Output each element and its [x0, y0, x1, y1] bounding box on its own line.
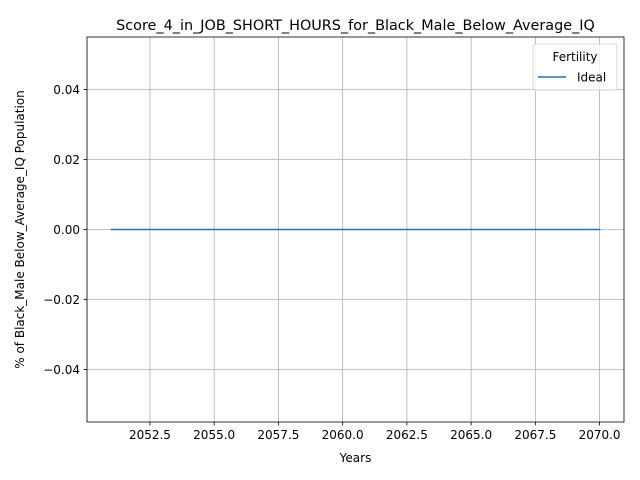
chart-title: Score_4_in_JOB_SHORT_HOURS_for_Black_Mal… — [116, 18, 595, 34]
legend-box — [532, 43, 618, 91]
x-tick-label: 2060.0 — [322, 428, 364, 442]
x-tick-label: 2052.5 — [129, 428, 171, 442]
y-axis-label: % of Black_Male Below_Average_IQ Populat… — [13, 90, 27, 369]
y-tick-label: 0.04 — [53, 83, 80, 97]
x-tick-label: 2070.0 — [579, 428, 621, 442]
x-tick-label: 2057.5 — [257, 428, 299, 442]
y-tick-label: −0.02 — [43, 293, 80, 307]
x-tick-label: 2055.0 — [193, 428, 235, 442]
legend-title: Fertility — [552, 50, 597, 64]
y-tick-label: −0.04 — [43, 363, 80, 377]
y-axis: −0.04 −0.02 0.00 0.02 0.04 — [43, 83, 87, 377]
y-tick-label: 0.02 — [53, 153, 80, 167]
x-tick-label: 2065.0 — [450, 428, 492, 442]
x-tick-label: 2062.5 — [386, 428, 428, 442]
y-tick-label: 0.00 — [53, 223, 80, 237]
x-axis-label: Years — [339, 451, 372, 465]
legend: Fertility Ideal — [532, 43, 618, 91]
x-axis: 2052.5 2055.0 2057.5 2060.0 2062.5 2065.0 2067… — [129, 422, 621, 442]
legend-label-ideal: Ideal — [577, 71, 606, 85]
x-tick-label: 2067.5 — [514, 428, 556, 442]
